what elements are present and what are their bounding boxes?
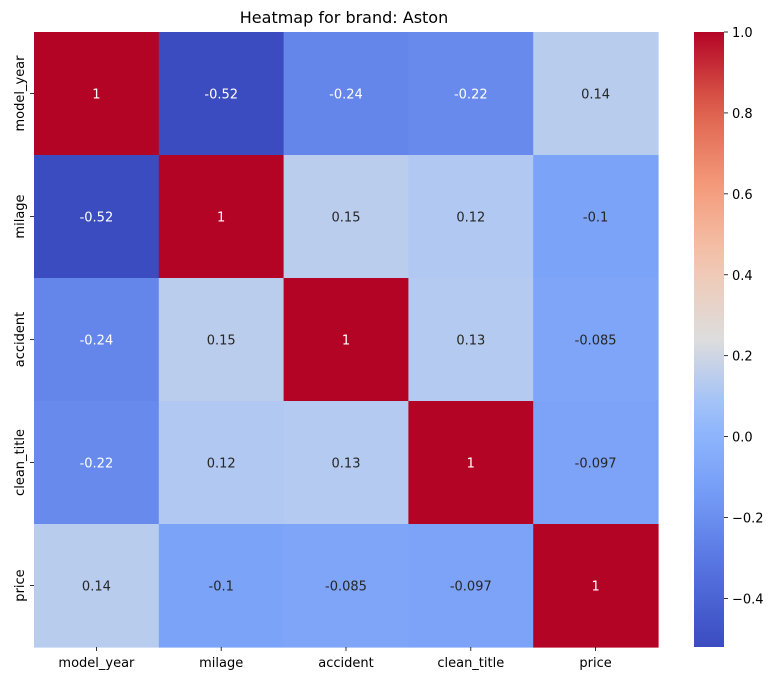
cell-value-label-1-2: 0.15 xyxy=(332,211,361,226)
heatmap-cell-1-3 xyxy=(408,155,534,279)
heatmap-cell-2-0 xyxy=(34,278,160,402)
x-tick-label-clean_title: clean_title xyxy=(437,656,504,671)
cell-value-label-4-1: -0.1 xyxy=(209,580,234,595)
cell-value-label-2-2: 1 xyxy=(342,334,350,349)
colorbar-tick-label-0: −0.4 xyxy=(732,592,764,607)
heatmap-cell-2-2 xyxy=(283,278,409,402)
cell-value-label-0-0: 1 xyxy=(92,88,100,103)
colorbar: −0.4 −0.2 0.0 0.2 0.4 0.6 0.8 1.0 xyxy=(694,26,764,647)
x-tick-label-milage: milage xyxy=(199,656,243,671)
cell-value-label-4-0: 0.14 xyxy=(82,580,111,595)
heatmap-cell-0-4 xyxy=(533,32,659,156)
heatmap-cell-2-1 xyxy=(158,278,285,402)
cell-value-label-2-1: 0.15 xyxy=(207,334,236,349)
heatmap-cell-labels: 1 -0.52 -0.24 -0.22 0.14 -0.52 1 0.15 0.12 -0.1 -0… xyxy=(80,88,617,595)
heatmap-cells xyxy=(34,32,659,648)
colorbar-tick-label-4: 0.4 xyxy=(732,269,753,284)
cell-value-label-4-4: 1 xyxy=(591,580,599,595)
cell-value-label-0-3: -0.22 xyxy=(454,88,488,103)
heatmap-cell-3-4 xyxy=(533,401,659,525)
heatmap-cell-4-1 xyxy=(158,524,285,648)
heatmap-cell-0-1 xyxy=(158,32,285,156)
cell-value-label-3-2: 0.13 xyxy=(332,457,361,472)
cell-value-label-3-4: -0.097 xyxy=(575,457,617,472)
cell-value-label-1-3: 0.12 xyxy=(456,211,485,226)
heatmap-cell-3-2 xyxy=(283,401,409,525)
heatmap-cell-4-0 xyxy=(34,524,160,648)
cell-value-label-0-1: -0.52 xyxy=(204,88,238,103)
heatmap-cell-4-2 xyxy=(283,524,409,648)
cell-value-label-1-4: -0.1 xyxy=(583,211,608,226)
y-tick-label-accident: accident xyxy=(13,312,28,367)
colorbar-tick-label-2: 0.0 xyxy=(732,431,753,446)
cell-value-label-2-3: 0.13 xyxy=(456,334,485,349)
heatmap-cell-4-3 xyxy=(408,524,534,648)
heatmap-cell-1-0 xyxy=(34,155,160,279)
heatmap-cell-3-3 xyxy=(408,401,534,525)
cell-value-label-4-3: -0.097 xyxy=(450,580,492,595)
heatmap-cell-1-4 xyxy=(533,155,659,279)
heatmap-cell-3-1 xyxy=(158,401,285,525)
colorbar-gradient xyxy=(694,32,724,647)
y-tick-label-milage: milage xyxy=(13,194,28,238)
heatmap-cell-4-4 xyxy=(533,524,659,648)
x-tick-label-price: price xyxy=(579,656,611,671)
heatmap-cell-0-3 xyxy=(408,32,534,156)
cell-value-label-2-4: -0.085 xyxy=(575,334,617,349)
x-tick-label-accident: accident xyxy=(318,656,373,671)
cell-value-label-1-0: -0.52 xyxy=(80,211,114,226)
cell-value-label-3-0: -0.22 xyxy=(80,457,114,472)
colorbar-tick-label-6: 0.8 xyxy=(732,107,753,122)
heatmap-cell-0-0 xyxy=(34,32,160,156)
chart-title: Heatmap for brand: Aston xyxy=(240,8,448,27)
heatmap-cell-2-4 xyxy=(533,278,659,402)
cell-value-label-3-3: 1 xyxy=(467,457,475,472)
cell-value-label-3-1: 0.12 xyxy=(207,457,236,472)
heatmap-cell-1-2 xyxy=(283,155,409,279)
cell-value-label-1-1: 1 xyxy=(217,211,225,226)
heatmap-cell-2-3 xyxy=(408,278,534,402)
cell-value-label-2-0: -0.24 xyxy=(80,334,114,349)
x-tick-label-model_year: model_year xyxy=(58,656,135,671)
cell-value-label-0-2: -0.24 xyxy=(329,88,363,103)
x-axis: model_year milage accident clean_title price xyxy=(58,647,612,671)
y-tick-label-price: price xyxy=(13,569,28,601)
colorbar-tick-label-7: 1.0 xyxy=(732,26,753,41)
colorbar-tick-label-5: 0.6 xyxy=(732,188,753,203)
cell-value-label-4-2: -0.085 xyxy=(325,580,367,595)
heatmap-cell-1-1 xyxy=(158,155,285,279)
heatmap-cell-3-0 xyxy=(34,401,160,525)
colorbar-tick-label-1: −0.2 xyxy=(732,512,764,527)
colorbar-tick-label-3: 0.2 xyxy=(732,350,753,365)
cell-value-label-0-4: 0.14 xyxy=(581,88,610,103)
heatmap-cell-0-2 xyxy=(283,32,409,156)
y-tick-label-model_year: model_year xyxy=(13,55,28,132)
y-tick-label-clean_title: clean_title xyxy=(13,429,28,496)
